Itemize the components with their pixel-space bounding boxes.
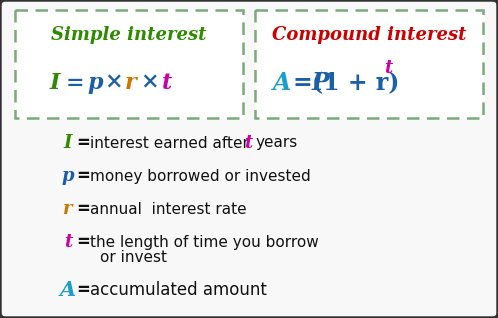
Text: =: = [76, 281, 90, 299]
Text: years: years [255, 135, 297, 150]
Text: Simple interest: Simple interest [51, 26, 207, 44]
Text: =: = [292, 71, 312, 95]
Text: t: t [384, 59, 392, 77]
Text: t: t [162, 72, 172, 94]
Text: =: = [76, 167, 90, 185]
Text: =: = [76, 134, 90, 152]
Text: =: = [66, 72, 84, 94]
Text: r: r [63, 200, 73, 218]
Text: t: t [244, 134, 252, 152]
Text: ×: × [139, 72, 158, 94]
Text: A: A [273, 71, 291, 95]
FancyBboxPatch shape [255, 10, 483, 118]
Text: P: P [311, 71, 329, 95]
Text: I: I [64, 134, 72, 152]
Text: A: A [60, 280, 76, 300]
Text: p: p [62, 167, 74, 185]
Text: the length of time you borrow: the length of time you borrow [90, 234, 319, 250]
Text: =: = [76, 233, 90, 251]
Text: ×: × [104, 72, 123, 94]
Text: money borrowed or invested: money borrowed or invested [90, 169, 311, 183]
Text: r: r [125, 72, 137, 94]
Text: accumulated amount: accumulated amount [90, 281, 267, 299]
Text: or invest: or invest [100, 251, 167, 266]
Text: I: I [50, 72, 60, 94]
Text: (1 + r): (1 + r) [312, 71, 400, 95]
FancyBboxPatch shape [15, 10, 243, 118]
Text: annual  interest rate: annual interest rate [90, 202, 247, 217]
Text: interest earned after: interest earned after [90, 135, 249, 150]
Text: Compound interest: Compound interest [272, 26, 466, 44]
Text: =: = [76, 200, 90, 218]
Text: p: p [87, 72, 103, 94]
Text: t: t [64, 233, 72, 251]
